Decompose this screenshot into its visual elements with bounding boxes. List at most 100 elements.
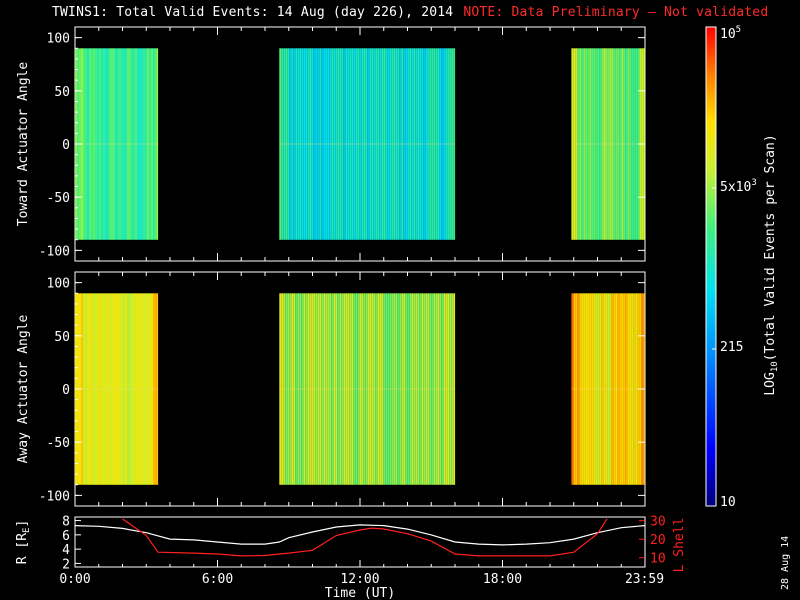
away-stripe	[387, 293, 390, 485]
toward-stripe	[401, 48, 404, 240]
toward-stripe	[321, 48, 324, 240]
away-stripe	[595, 293, 598, 485]
away-stripe	[83, 293, 85, 485]
toward-stripe	[405, 48, 408, 240]
toward-stripe	[305, 48, 308, 240]
away-stripe	[397, 293, 400, 485]
away-stripe	[625, 293, 628, 485]
away-stripe	[603, 293, 606, 485]
toward-stripe	[625, 48, 628, 240]
toward-yticks: 100 50 0 -50 -100	[39, 27, 646, 261]
away-stripe	[117, 293, 119, 485]
away-stripe	[359, 293, 362, 485]
toward-stripe	[453, 48, 456, 240]
toward-stripe	[299, 48, 302, 240]
toward-stripe	[575, 48, 578, 240]
toward-stripe	[125, 48, 127, 240]
toward-stripe	[139, 48, 141, 240]
away-stripe	[599, 293, 602, 485]
toward-stripe	[307, 48, 310, 240]
toward-stripe	[597, 48, 600, 240]
toward-stripe	[129, 48, 131, 240]
toward-stripe	[581, 48, 584, 240]
toward-stripe	[583, 48, 586, 240]
away-stripe	[289, 293, 292, 485]
away-stripe	[613, 293, 616, 485]
toward-stripe	[411, 48, 414, 240]
away-stripe	[325, 293, 328, 485]
toward-stripe	[607, 48, 610, 240]
toward-stripe	[369, 48, 372, 240]
away-stripe	[293, 293, 296, 485]
orbit-ytick-right-label: 10	[650, 552, 666, 567]
away-stripe	[447, 293, 450, 485]
away-stripe	[423, 293, 426, 485]
away-stripe	[617, 293, 620, 485]
away-stripe	[137, 293, 139, 485]
away-stripe	[581, 293, 584, 485]
away-stripe	[601, 293, 604, 485]
away-stripe	[305, 293, 308, 485]
colorbar-label: LOG10(Total Valid Events per Scan)	[763, 134, 780, 395]
toward-stripe	[89, 48, 91, 240]
toward-stripe	[423, 48, 426, 240]
away-stripe	[585, 293, 588, 485]
toward-stripe	[333, 48, 336, 240]
toward-stripe	[371, 48, 374, 240]
toward-ytick-label: -50	[47, 191, 70, 206]
toward-stripe	[131, 48, 133, 240]
away-stripe	[575, 293, 578, 485]
away-stripe	[341, 293, 344, 485]
away-stripe	[109, 293, 111, 485]
away-stripe	[419, 293, 422, 485]
toward-stripe	[99, 48, 101, 240]
away-stripe	[611, 293, 614, 485]
away-stripe	[409, 293, 412, 485]
toward-stripe	[291, 48, 294, 240]
away-stripe	[91, 293, 93, 485]
away-stripe	[453, 293, 456, 485]
away-stripe	[327, 293, 330, 485]
away-stripe	[355, 293, 358, 485]
away-stripe	[579, 293, 582, 485]
toward-stripe	[631, 48, 634, 240]
colorbar-gradient	[705, 26, 717, 507]
toward-stripe	[157, 48, 159, 240]
toward-stripe	[445, 48, 448, 240]
away-stripe	[153, 293, 155, 485]
away-data-block	[75, 293, 159, 485]
away-stripe	[365, 293, 368, 485]
away-stripe	[415, 293, 418, 485]
away-stripe	[297, 293, 300, 485]
toward-stripe	[133, 48, 135, 240]
away-stripe	[371, 293, 374, 485]
away-stripe	[413, 293, 416, 485]
away-stripe	[405, 293, 408, 485]
away-stripe	[319, 293, 322, 485]
away-stripe	[441, 293, 444, 485]
away-stripe	[99, 293, 101, 485]
toward-stripe	[385, 48, 388, 240]
toward-stripe	[121, 48, 123, 240]
toward-stripe	[135, 48, 137, 240]
toward-stripe	[109, 48, 111, 240]
away-stripe	[291, 293, 294, 485]
away-stripe	[119, 293, 121, 485]
toward-stripe	[151, 48, 153, 240]
toward-stripe	[327, 48, 330, 240]
away-stripe	[621, 293, 624, 485]
away-stripe	[347, 293, 350, 485]
away-heatmap	[75, 293, 645, 485]
away-ylabel: Away Actuator Angle	[16, 314, 31, 463]
toward-stripe	[367, 48, 370, 240]
toward-stripe	[611, 48, 614, 240]
away-stripe	[383, 293, 386, 485]
toward-stripe	[595, 48, 598, 240]
away-stripe	[589, 293, 592, 485]
away-stripe	[135, 293, 137, 485]
toward-stripe	[349, 48, 352, 240]
toward-stripe	[147, 48, 149, 240]
toward-data-block	[571, 48, 645, 240]
